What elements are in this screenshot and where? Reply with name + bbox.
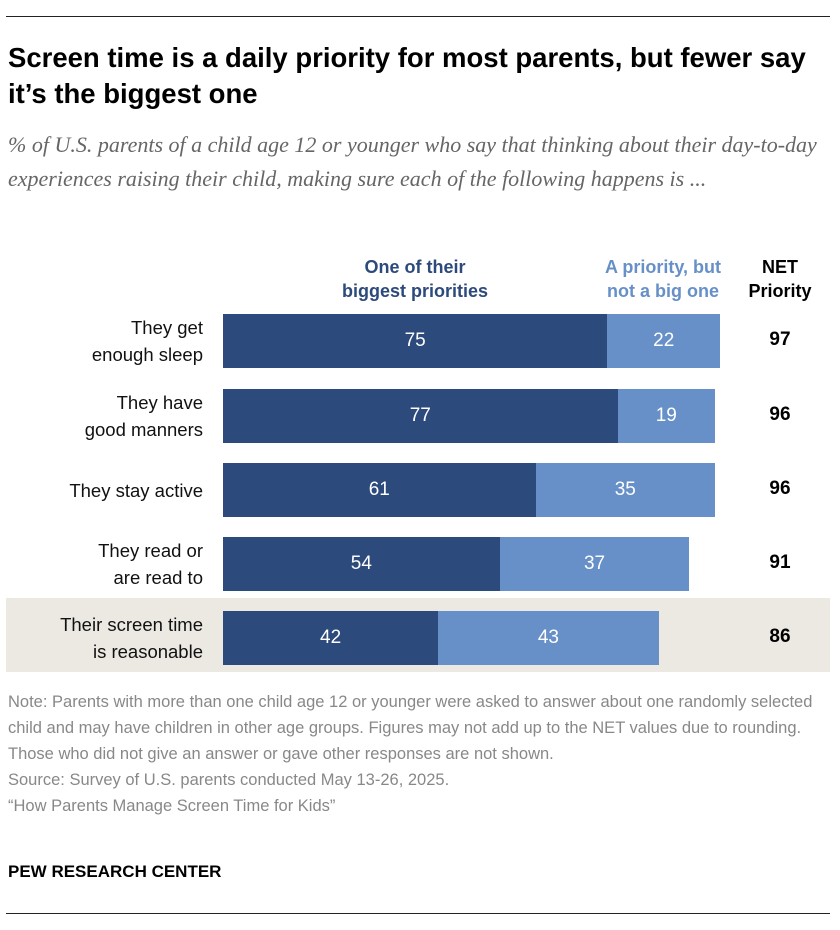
data-label: 75 xyxy=(404,330,426,351)
data-label: 37 xyxy=(583,553,606,574)
net-value: 91 xyxy=(769,552,791,573)
data-label: 43 xyxy=(537,627,559,648)
data-label: 54 xyxy=(350,553,372,574)
bottom-rule xyxy=(6,913,830,914)
category-label-line: enough sleep xyxy=(91,344,203,365)
bar-segment-2: 43 xyxy=(438,611,659,665)
legend-line: biggest priorities xyxy=(341,281,489,301)
category-label: They stay active xyxy=(0,477,203,504)
chart-subtitle: % of U.S. parents of a child age 12 or y… xyxy=(8,132,817,191)
net-value: 96 xyxy=(769,404,791,425)
bar-segment-1: 61 xyxy=(223,463,536,517)
bar-segment-2: 22 xyxy=(607,314,721,368)
data-label: 22 xyxy=(653,330,675,351)
bar-segment-1: 54 xyxy=(223,537,500,591)
category-label-line: They stay active xyxy=(69,479,203,501)
category-label: Their screen time is reasonable xyxy=(0,611,203,665)
category-label-line: is reasonable xyxy=(92,641,203,662)
category-label-line: They read or xyxy=(98,540,203,561)
bar-segment-1: 75 xyxy=(223,314,608,368)
category-label-line: They have xyxy=(116,392,203,413)
legend-line: not a big one xyxy=(607,281,719,301)
legend-series-1: One of their biggest priorities xyxy=(330,255,500,303)
category-label: They read or are read to xyxy=(0,537,203,591)
data-label: 61 xyxy=(368,479,390,500)
source-text: Source: Survey of U.S. parents conducted… xyxy=(8,771,450,789)
net-value: 96 xyxy=(769,478,791,499)
category-label-line: are read to xyxy=(113,567,203,588)
net-header-line: Priority xyxy=(748,281,812,301)
net-value: 97 xyxy=(769,329,791,350)
category-label: They have good manners xyxy=(0,389,203,443)
legend-series-2: A priority, but not a big one xyxy=(588,255,738,303)
data-label: 77 xyxy=(409,405,431,426)
bar-segment-1: 42 xyxy=(223,611,439,665)
bar-segment-2: 35 xyxy=(535,463,715,517)
bar-segment-2: 37 xyxy=(499,537,690,591)
data-label: 35 xyxy=(614,479,636,500)
net-header-line: NET xyxy=(762,257,798,277)
bar-segment-2: 19 xyxy=(617,389,715,443)
brand-logo-text: PEW RESEARCH CENTER xyxy=(8,862,222,881)
chart-title: Screen time is a daily priority for most… xyxy=(8,42,806,109)
data-label: 19 xyxy=(655,405,677,426)
category-label-line: good manners xyxy=(84,419,203,440)
category-label-line: They get xyxy=(131,317,203,338)
legend-line: One of their xyxy=(364,257,466,277)
legend-line: A priority, but xyxy=(605,257,721,277)
data-label: 42 xyxy=(320,627,342,648)
report-title: “How Parents Manage Screen Time for Kids… xyxy=(8,797,336,815)
category-label: They get enough sleep xyxy=(0,314,203,368)
note-text: Note: Parents with more than one child a… xyxy=(8,693,813,763)
top-rule xyxy=(6,16,830,17)
notes: Note: Parents with more than one child a… xyxy=(8,689,834,819)
net-header: NET Priority xyxy=(735,255,825,303)
category-label-line: Their screen time xyxy=(60,614,203,635)
net-value: 86 xyxy=(769,626,791,647)
bar-segment-1: 77 xyxy=(223,389,618,443)
